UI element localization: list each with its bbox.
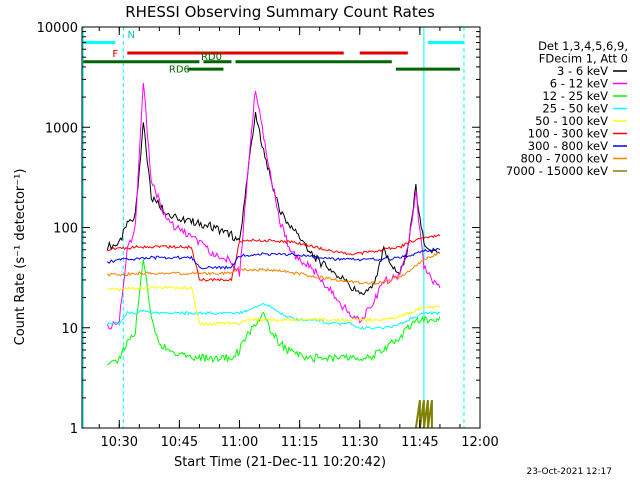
legend-label: 25 - 50 keV	[542, 102, 608, 116]
legend-label: 12 - 25 keV	[542, 89, 608, 103]
legend-label: 7000 - 15000 keV	[506, 164, 608, 178]
series-line-3	[106, 303, 441, 330]
footer-stamp: 23-Oct-2021 12:17	[527, 467, 612, 477]
legend-label: 800 - 7000 keV	[520, 152, 608, 166]
y-axis-label: Count Rate (s⁻¹ detector⁻¹)	[13, 169, 28, 346]
y-tick-label: 100	[53, 222, 78, 237]
x-tick-label: 10:30	[101, 435, 138, 450]
series-line-4	[107, 285, 441, 327]
legend: Det 1,3,4,5,6,9,FDecim 1, Att 03 - 6 keV…	[506, 39, 628, 178]
y-tick-label: 10000	[37, 21, 78, 36]
legend-label: 100 - 300 keV	[528, 127, 608, 141]
legend-label: 6 - 12 keV	[550, 77, 608, 91]
x-tick-label: 11:30	[341, 435, 378, 450]
x-tick-label: 12:00	[461, 435, 498, 450]
axes: 1 10 100 1000 10000 10:30 10:45 11:00 11:15 11:30…	[37, 21, 499, 450]
x-tick-label: 11:00	[221, 435, 258, 450]
series-line-7	[106, 252, 441, 285]
x-tick-label: 11:45	[401, 435, 438, 450]
y-tick-label: 1	[70, 422, 78, 437]
series-line-0	[106, 111, 441, 296]
flag-label-n: N	[128, 30, 135, 41]
x-tick-label: 10:45	[161, 435, 198, 450]
x-tick-label: 11:15	[281, 435, 318, 450]
x-axis-label: Start Time (21-Dec-11 10:20:42)	[174, 455, 386, 470]
flag-label-rd6: RD6	[169, 65, 190, 76]
flag-label-rd0: RD0	[201, 52, 222, 63]
y-tick-label: 10	[61, 322, 78, 337]
series-line-8	[414, 399, 433, 429]
plot-area: FN RD0 RD6	[82, 27, 465, 429]
series-line-5	[107, 233, 441, 282]
series-line-6	[106, 247, 441, 270]
series-line-1	[106, 83, 441, 330]
legend-header: FDecim 1, Att 0	[539, 52, 628, 66]
legend-label: 3 - 6 keV	[557, 64, 608, 78]
series-line-2	[107, 259, 441, 366]
legend-header: Det 1,3,4,5,6,9,	[538, 39, 628, 53]
legend-label: 300 - 800 keV	[528, 139, 608, 153]
legend-label: 50 - 100 keV	[535, 114, 608, 128]
y-tick-label: 1000	[45, 121, 78, 136]
chart-title: RHESSI Observing Summary Count Rates	[125, 3, 435, 21]
flag-label-f: F	[112, 49, 118, 60]
